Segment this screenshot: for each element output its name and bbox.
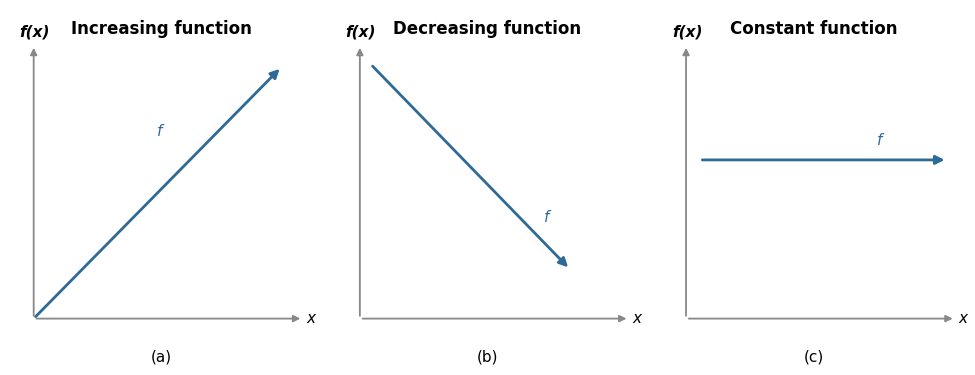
Text: f: f xyxy=(878,133,882,148)
Text: x: x xyxy=(958,311,967,326)
Title: Constant function: Constant function xyxy=(730,20,897,38)
Title: Decreasing function: Decreasing function xyxy=(394,20,581,38)
Text: f: f xyxy=(157,124,162,140)
Text: (b): (b) xyxy=(477,350,498,365)
Text: x: x xyxy=(306,311,315,326)
Text: f: f xyxy=(544,210,550,225)
Title: Increasing function: Increasing function xyxy=(71,20,252,38)
Text: f(x): f(x) xyxy=(672,24,702,39)
Text: f(x): f(x) xyxy=(346,24,376,39)
Text: (a): (a) xyxy=(151,350,172,365)
Text: (c): (c) xyxy=(803,350,824,365)
Text: f(x): f(x) xyxy=(20,24,50,39)
Text: x: x xyxy=(632,311,642,326)
